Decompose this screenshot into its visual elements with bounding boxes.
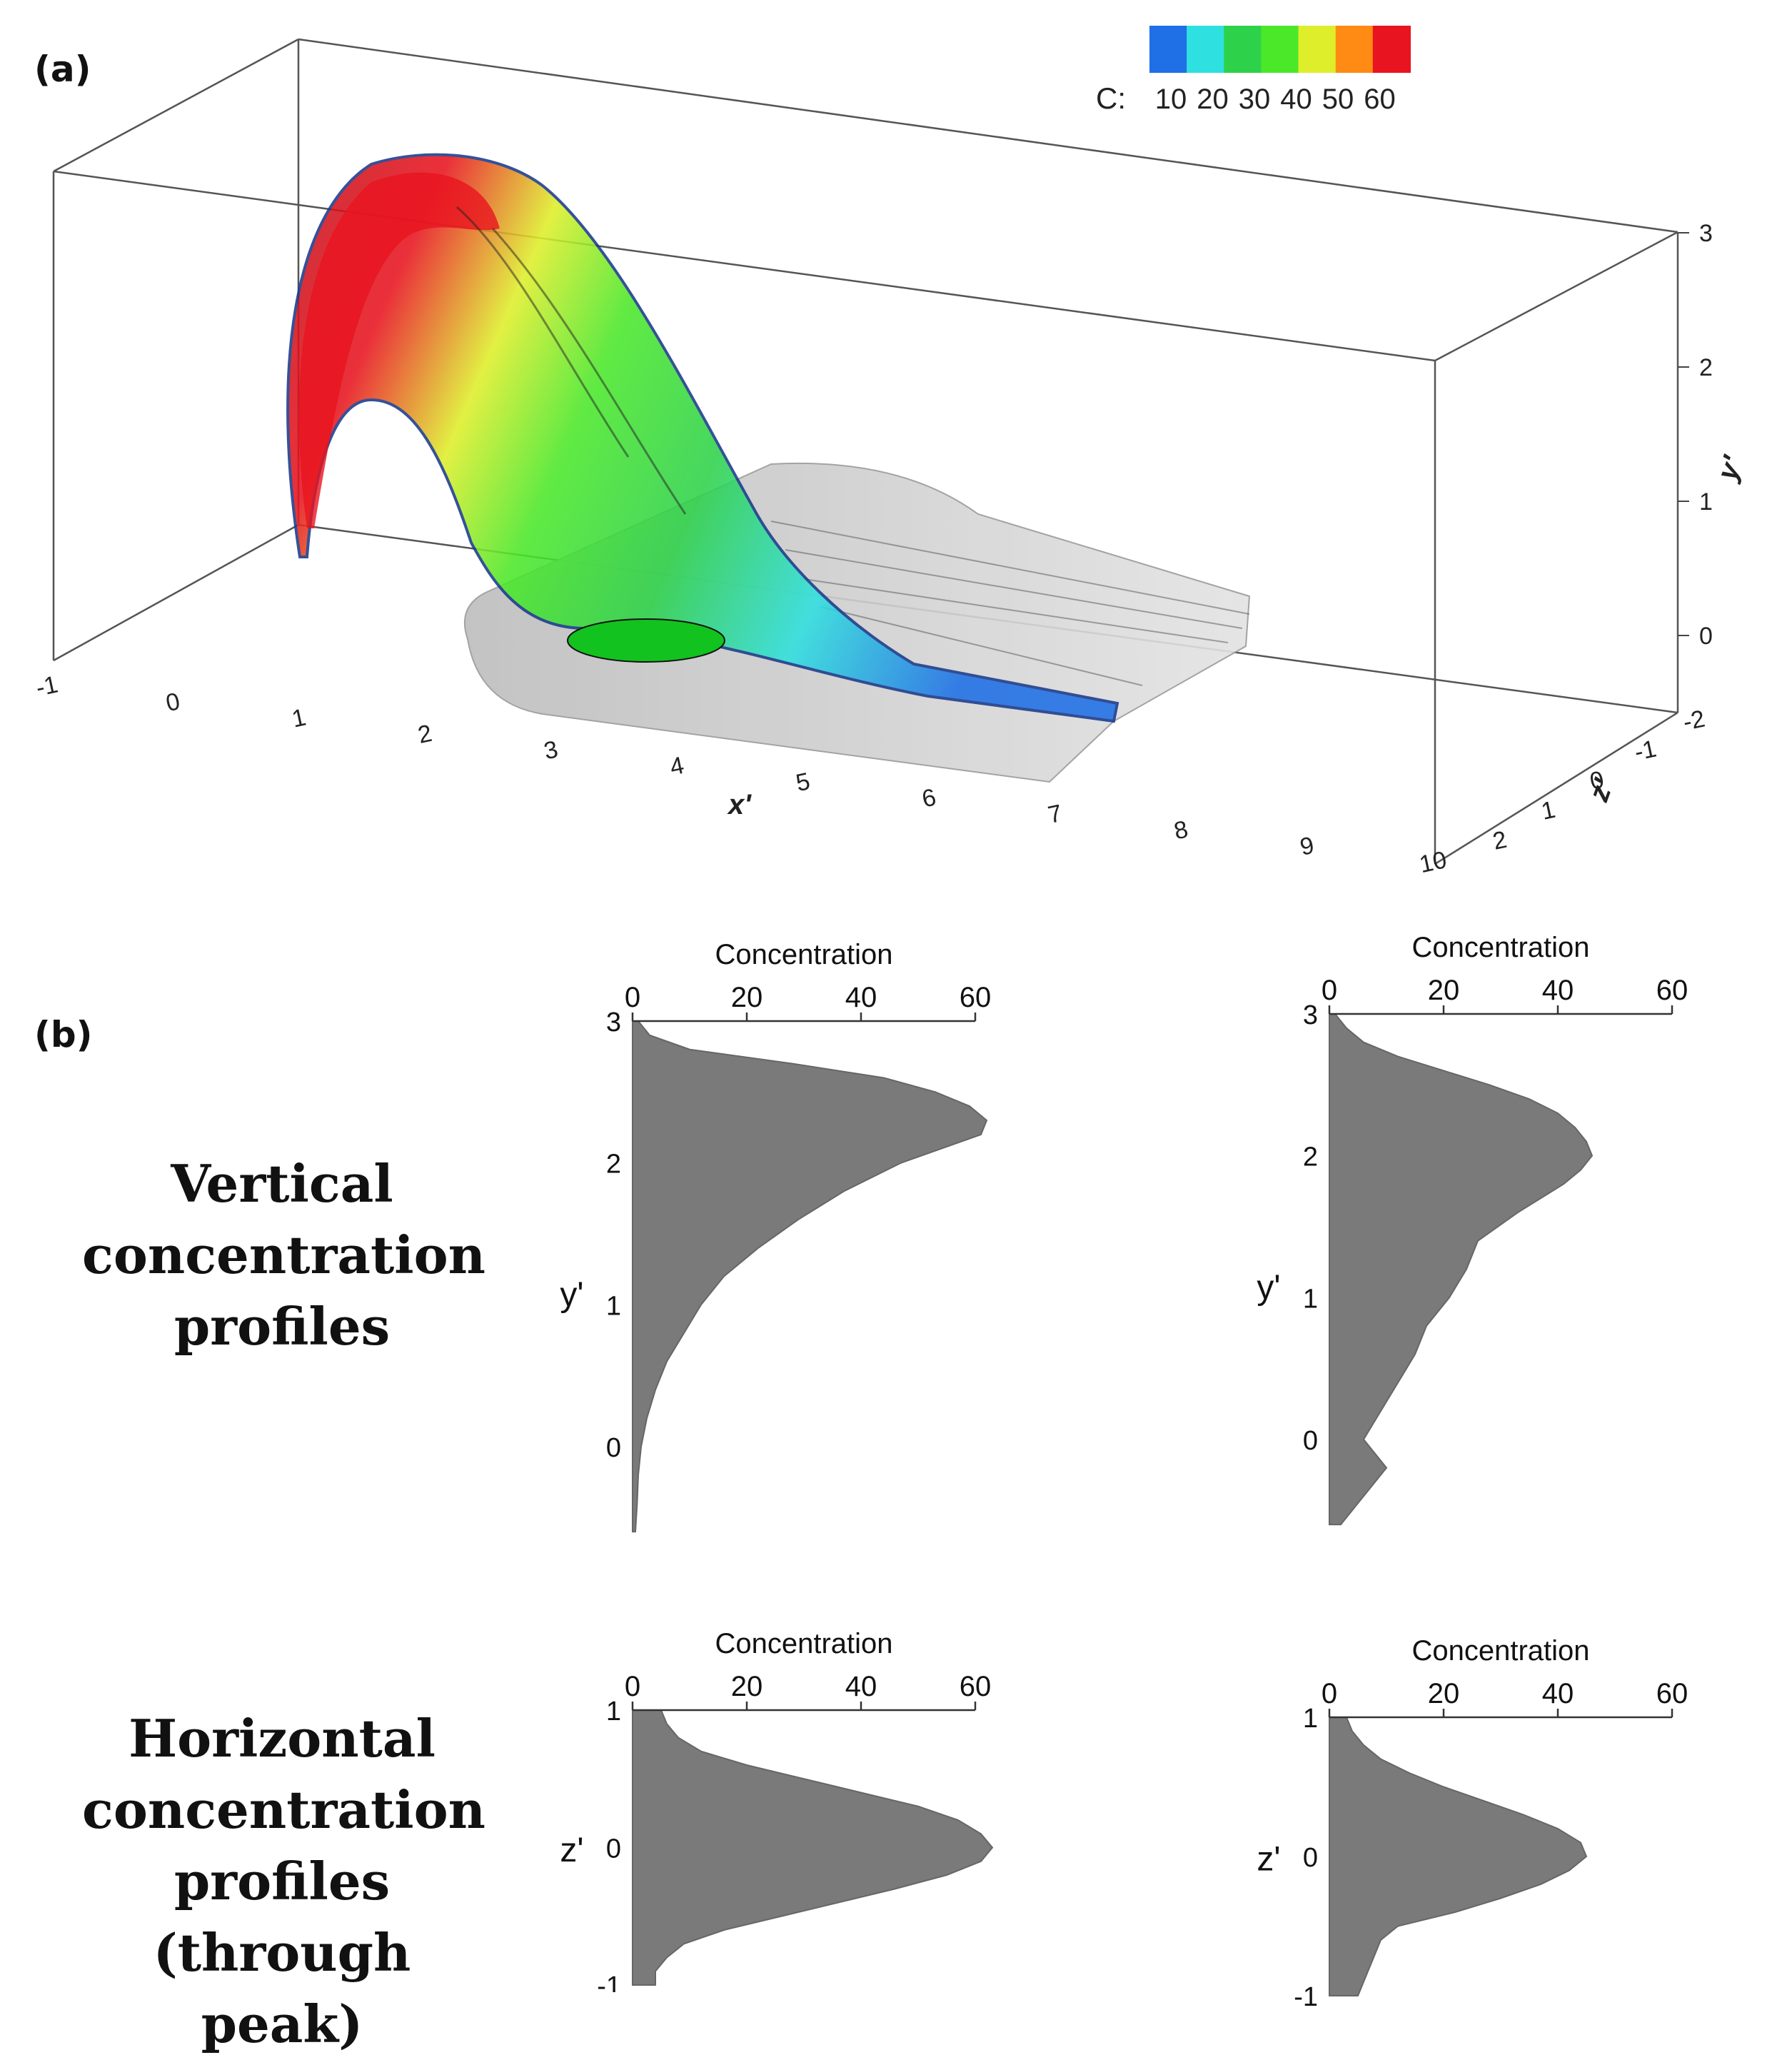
top-axis-tick-label: 60	[1656, 975, 1688, 1006]
top-axis-tick-label: 60	[960, 1671, 992, 1702]
side-axis-label: z'	[560, 1832, 583, 1869]
colorbar-swatch	[1149, 26, 1188, 73]
side-axis-tick-label: 0	[1303, 1843, 1318, 1873]
row-title-horizontal-line-4: (through peak)	[153, 1922, 411, 2054]
side-axis-tick-label: 2	[606, 1150, 621, 1180]
y-axis-ticks: 0 1 2 3	[1678, 220, 1713, 650]
row-title-vertical-line-1: Vertical	[171, 1153, 393, 1214]
row-title-horizontal-line-2: concentration	[82, 1779, 486, 1840]
top-axis-tick-label: 40	[845, 982, 877, 1013]
colorbar-swatch	[1187, 26, 1225, 73]
profile-area	[1329, 1013, 1594, 1526]
top-axis-tick-label: 20	[731, 982, 763, 1013]
top-axis-tick-label: 0	[625, 1671, 640, 1702]
profile-vertical-right: 0 20 40 60 Concentration 3 2 1 0 y'	[1257, 932, 1688, 1526]
x-axis-tick-label: 0	[163, 688, 182, 717]
x-axis-tick-label: 10	[1417, 846, 1449, 878]
side-axis-tick-label: 2	[1303, 1142, 1318, 1172]
top-axis-label: Concentration	[715, 939, 892, 970]
top-axis-label: Concentration	[715, 1628, 892, 1659]
x-axis-tick-label: 3	[542, 735, 560, 765]
y-axis-label: y'	[1711, 451, 1748, 486]
row-title-vertical-line-3: profiles	[173, 1296, 391, 1357]
side-axis-tick-label: 1	[1303, 1704, 1318, 1734]
plume-3d-figure: C: 10 20 30 40 50 60 -1 0 1 2 3 4 5 6 7 8 9 10 x' 0 1 2 3 y…	[34, 26, 1749, 878]
side-axis-label: y'	[1257, 1269, 1280, 1307]
row-title-vertical-line-2: concentration	[82, 1225, 486, 1285]
side-axis-label: z'	[1257, 1841, 1280, 1879]
colorbar-swatch	[1298, 26, 1337, 73]
top-axis-label: Concentration	[1411, 932, 1589, 963]
z-axis-tick-label: -2	[1681, 705, 1707, 736]
side-axis-tick-label: 0	[606, 1433, 621, 1463]
x-axis-tick-label: 5	[794, 768, 812, 797]
side-axis-tick-label: 0	[606, 1834, 621, 1864]
colorbar	[1149, 26, 1411, 73]
colorbar-tick-label: 30	[1239, 84, 1271, 115]
top-axis-label: Concentration	[1411, 1635, 1589, 1667]
top-axis-tick-label: 0	[1322, 975, 1337, 1006]
x-axis-tick-label: 7	[1046, 800, 1064, 829]
profile-vertical-left: 0 20 40 60 Concentration 3 2 1 0 y'	[560, 939, 992, 1533]
panel-label-b: (b)	[34, 1014, 93, 1055]
y-axis-tick-label: 1	[1699, 488, 1713, 516]
profile-area	[1329, 1717, 1588, 1996]
profile-area	[632, 1020, 988, 1533]
top-axis-tick-label: 60	[1656, 1678, 1688, 1709]
row-title-horizontal-line-1: Horizontal	[129, 1708, 436, 1769]
x-axis-tick-label: 8	[1172, 815, 1190, 845]
colorbar-swatch	[1224, 26, 1262, 73]
y-axis-tick-label: 3	[1699, 220, 1713, 247]
side-axis-tick-label: 0	[1303, 1426, 1318, 1456]
side-axis-tick-label: 3	[1303, 1000, 1318, 1030]
colorbar-ticks: 10 20 30 40 50 60	[1155, 84, 1396, 115]
x-axis-tick-label: 2	[416, 720, 434, 749]
colorbar-tick-label: 20	[1197, 84, 1229, 115]
y-axis-tick-label: 2	[1699, 354, 1713, 381]
x-axis-tick-label: 6	[920, 783, 938, 813]
panel-label-a: (a)	[34, 49, 91, 90]
top-axis-tick-label: 40	[1542, 1678, 1574, 1709]
x-axis-tick-label: 4	[668, 752, 686, 781]
top-axis-tick-label: 40	[1542, 975, 1574, 1006]
side-axis-tick-label: 3	[606, 1008, 621, 1037]
row-title-vertical: Vertical concentration profiles	[82, 1148, 486, 1362]
side-axis-tick-label: -1	[1294, 1982, 1318, 2006]
top-axis-tick-label: 0	[1322, 1678, 1337, 1709]
z-axis-tick-label: 1	[1539, 796, 1558, 825]
side-axis-tick-label: 1	[1303, 1284, 1318, 1314]
colorbar-swatch	[1372, 26, 1411, 73]
colorbar-tick-label: 50	[1322, 84, 1354, 115]
row-title-horizontal: Horizontal concentration profiles (throu…	[82, 1703, 486, 2060]
side-axis-tick-label: 1	[606, 1697, 621, 1727]
colorbar-prefix: C:	[1096, 81, 1126, 115]
colorbar-swatch	[1261, 26, 1299, 73]
plume-surface	[286, 153, 1119, 723]
y-axis-tick-label: 0	[1699, 623, 1713, 650]
colorbar-tick-label: 10	[1155, 84, 1187, 115]
row-title-horizontal-line-3: profiles	[173, 1851, 391, 1911]
z-axis-tick-label: -1	[1632, 735, 1658, 766]
side-axis-tick-label: 1	[606, 1291, 621, 1321]
colorbar-tick-label: 60	[1364, 84, 1396, 115]
top-axis-tick-label: 20	[1428, 975, 1460, 1006]
side-axis-label: y'	[560, 1276, 583, 1314]
x-axis-tick-label: 9	[1298, 832, 1317, 861]
x-axis-tick-label: 1	[290, 703, 308, 733]
x-axis-label: x'	[727, 789, 752, 820]
z-axis-tick-label: 2	[1491, 826, 1509, 855]
x-axis-tick-label: -1	[34, 671, 60, 702]
profile-area	[632, 1709, 994, 1986]
colorbar-swatch	[1335, 26, 1374, 73]
top-axis-tick-label: 40	[845, 1671, 877, 1702]
top-axis-tick-label: 20	[731, 1671, 763, 1702]
top-axis-tick-label: 0	[625, 982, 640, 1013]
colorbar-tick-label: 40	[1280, 84, 1312, 115]
side-axis-tick-label: -1	[597, 1971, 621, 1992]
top-axis-tick-label: 60	[960, 982, 992, 1013]
top-axis-tick-label: 20	[1428, 1678, 1460, 1709]
